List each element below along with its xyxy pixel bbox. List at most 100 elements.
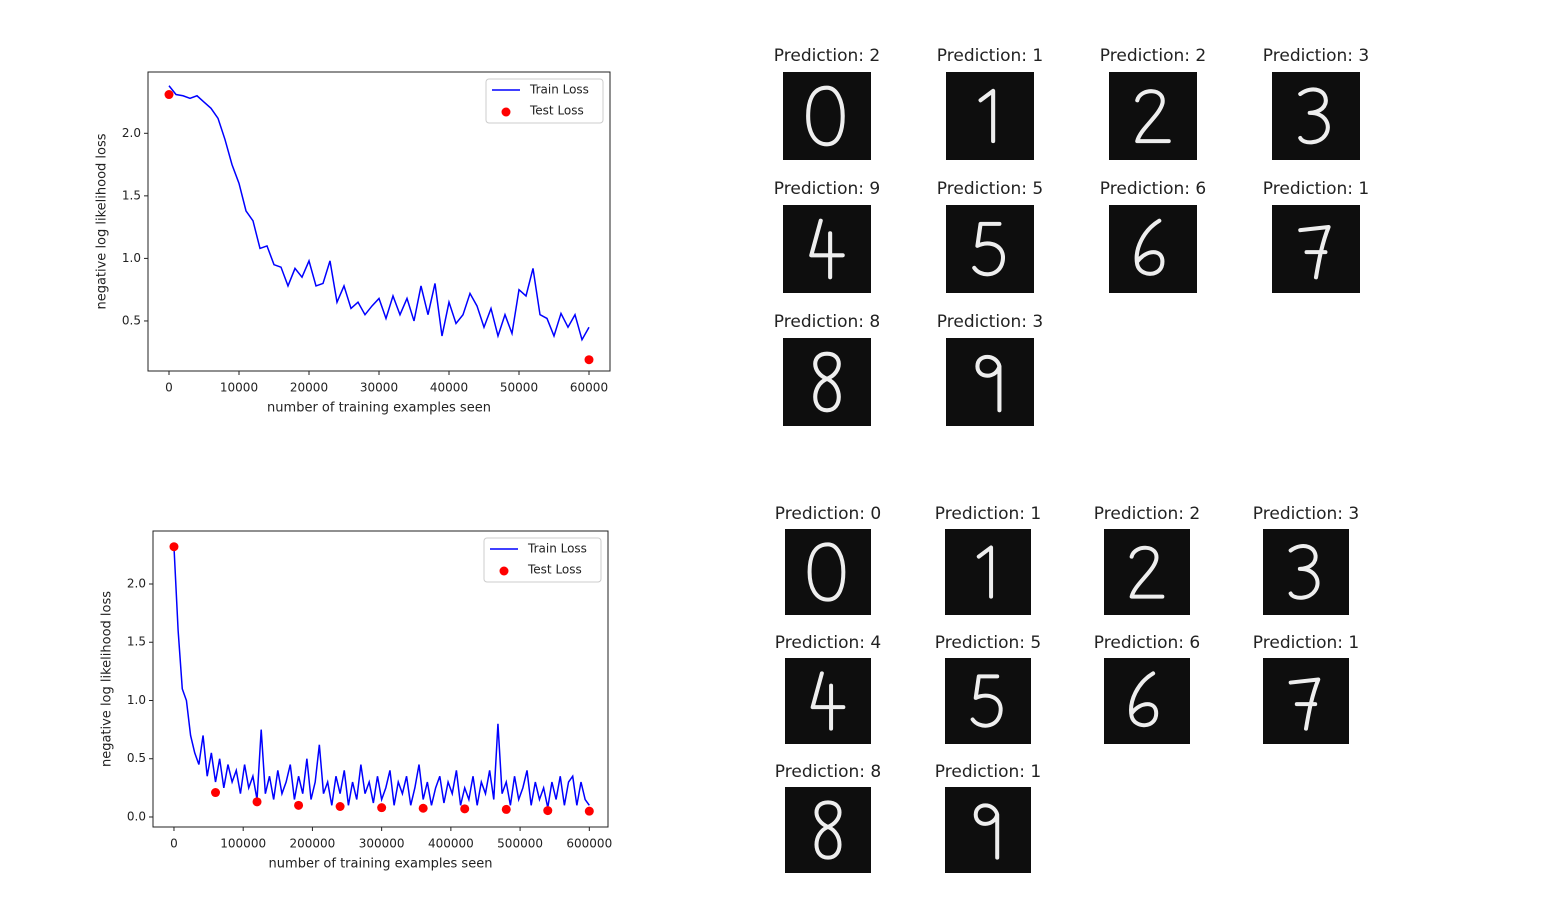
legend-label: Train Loss <box>527 542 587 556</box>
legend-swatch <box>501 107 511 117</box>
digit-image <box>785 787 871 873</box>
prediction-label: Prediction: 1 <box>1263 179 1369 199</box>
y-tick-label: 2.0 <box>127 577 146 591</box>
y-tick-label: 0.5 <box>122 313 141 327</box>
prediction-label: Prediction: 6 <box>1100 179 1206 199</box>
digit-stroke <box>809 218 845 280</box>
digit-image <box>946 338 1034 426</box>
digit-image <box>785 529 871 615</box>
test-point <box>252 797 262 807</box>
digit-image <box>1272 72 1360 160</box>
digit-image <box>946 72 1034 160</box>
digit-stroke <box>973 803 1000 860</box>
prediction-label: Prediction: 5 <box>935 633 1041 653</box>
test-point <box>543 806 553 816</box>
prediction-label: Prediction: 9 <box>774 179 880 199</box>
digit-image <box>1272 205 1360 293</box>
prediction-label: Prediction: 3 <box>1253 504 1359 524</box>
test-point <box>584 355 594 365</box>
x-tick-label: 0 <box>165 381 173 395</box>
y-tick-label: 1.5 <box>122 188 141 202</box>
digit-image <box>1263 529 1349 615</box>
legend-label: Train Loss <box>529 83 589 97</box>
prediction-label: Prediction: 3 <box>937 312 1043 332</box>
digit-image <box>945 658 1031 744</box>
x-tick-label: 20000 <box>290 381 328 395</box>
prediction-label: Prediction: 1 <box>1253 633 1359 653</box>
x-tick-label: 40000 <box>430 381 468 395</box>
digit-image <box>1263 658 1349 744</box>
y-axis-label: negative log likelihood loss <box>100 591 115 767</box>
digit-image <box>1104 658 1190 744</box>
x-tick-label: 0 <box>170 837 178 851</box>
digit-stroke <box>807 542 846 602</box>
digit-stroke <box>975 354 1002 413</box>
x-tick-label: 50000 <box>500 381 538 395</box>
x-tick-label: 200000 <box>290 837 336 851</box>
digit-stroke <box>814 800 842 860</box>
x-tick-label: 30000 <box>360 381 398 395</box>
digit-image <box>785 658 871 744</box>
x-tick-label: 600000 <box>566 837 612 851</box>
train-line <box>168 85 590 342</box>
prediction-label: Prediction: 1 <box>935 504 1041 524</box>
test-point <box>335 801 345 811</box>
test-point <box>211 788 221 798</box>
prediction-label: Prediction: 1 <box>935 762 1041 782</box>
digit-stroke <box>972 221 1005 277</box>
y-tick-label: 1.5 <box>127 635 146 649</box>
prediction-label: Prediction: 0 <box>775 504 881 524</box>
y-axis-label: negative log likelihood loss <box>95 133 110 309</box>
digit-stroke <box>1129 545 1165 599</box>
digit-stroke <box>1288 677 1321 731</box>
digit-image <box>945 529 1031 615</box>
prediction-label: Prediction: 5 <box>937 179 1043 199</box>
digit-stroke <box>976 545 994 599</box>
digit-image <box>783 205 871 293</box>
digit-stroke <box>1298 87 1330 145</box>
x-tick-label: 100000 <box>220 837 266 851</box>
prediction-label: Prediction: 8 <box>774 312 880 332</box>
prediction-label: Prediction: 2 <box>1094 504 1200 524</box>
digit-image <box>783 72 871 160</box>
test-point <box>164 90 174 100</box>
x-tick-label: 500000 <box>497 837 543 851</box>
digit-stroke <box>1298 224 1331 280</box>
digit-image <box>783 338 871 426</box>
y-tick-label: 0.0 <box>127 809 146 823</box>
train-line <box>173 546 590 808</box>
legend-label: Test Loss <box>529 104 584 118</box>
y-tick-label: 1.0 <box>122 251 141 265</box>
test-point <box>460 804 470 814</box>
y-tick-label: 0.5 <box>127 751 146 765</box>
prediction-label: Prediction: 3 <box>1263 46 1369 66</box>
plot-frame <box>152 530 609 828</box>
digit-stroke <box>1288 544 1320 600</box>
test-point <box>169 542 179 552</box>
test-point <box>501 804 511 814</box>
digit-stroke <box>1129 671 1159 728</box>
test-point <box>584 806 594 816</box>
digit-stroke <box>1135 89 1171 144</box>
prediction-label: Prediction: 1 <box>937 46 1043 66</box>
prediction-label: Prediction: 2 <box>1100 46 1206 66</box>
digit-stroke <box>978 88 996 144</box>
x-tick-label: 10000 <box>220 381 258 395</box>
y-tick-label: 1.0 <box>127 693 146 707</box>
digit-stroke <box>806 85 845 147</box>
prediction-label: Prediction: 4 <box>775 633 881 653</box>
digit-image <box>946 205 1034 293</box>
test-point <box>377 803 387 813</box>
digit-stroke <box>1134 218 1165 276</box>
prediction-label: Prediction: 2 <box>774 46 880 66</box>
x-tick-label: 60000 <box>570 381 608 395</box>
digit-image <box>945 787 1031 873</box>
x-axis-label: number of training examples seen <box>267 401 491 416</box>
digit-stroke <box>970 674 1003 728</box>
test-point <box>294 800 304 810</box>
digit-stroke <box>810 671 846 731</box>
digit-stroke <box>813 351 841 413</box>
prediction-label: Prediction: 6 <box>1094 633 1200 653</box>
x-axis-label: number of training examples seen <box>269 857 493 872</box>
